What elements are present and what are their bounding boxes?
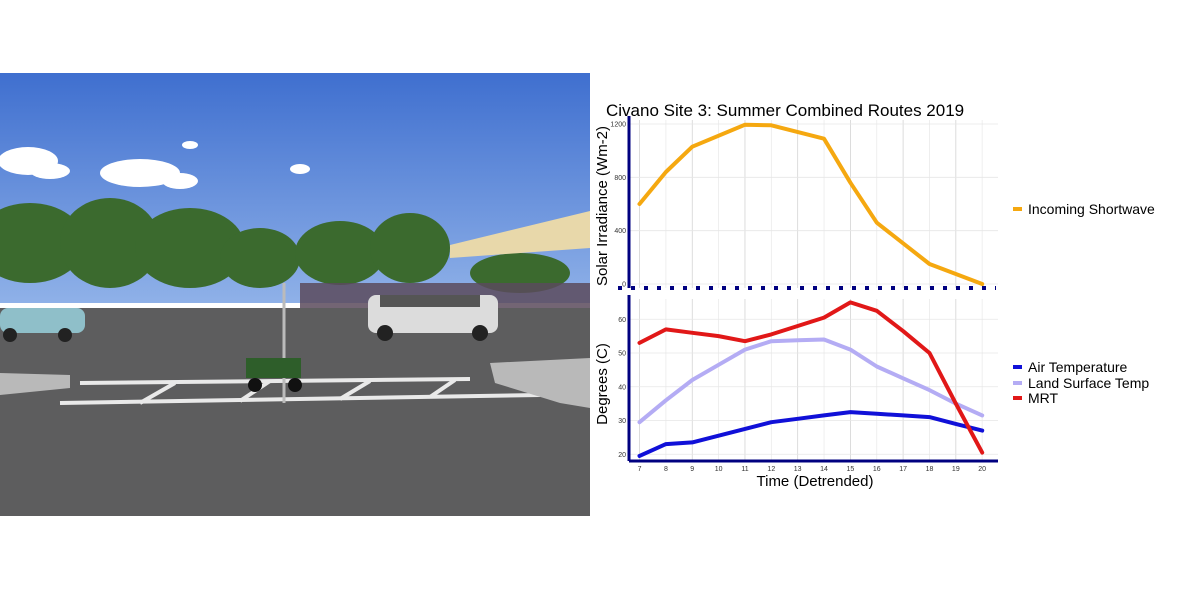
x-tick-label: 7 bbox=[638, 466, 642, 473]
y-tick-label: 20 bbox=[618, 452, 626, 459]
legend-label: Land Surface Temp bbox=[1028, 375, 1149, 391]
y-tick-label: 800 bbox=[614, 175, 626, 182]
y-axis-label-top: Solar Irradiance (Wm-2) bbox=[594, 126, 611, 286]
legend-label: Incoming Shortwave bbox=[1028, 201, 1155, 217]
clouds bbox=[0, 141, 310, 189]
series-line-mrt bbox=[637, 300, 985, 455]
y-tick-label: 50 bbox=[618, 351, 626, 358]
series-line-land-surface-temp bbox=[637, 337, 985, 425]
x-tick-label: 11 bbox=[741, 466, 748, 473]
parking-stripes bbox=[59, 377, 541, 405]
shade-canopy bbox=[450, 211, 590, 258]
x-tick-label: 20 bbox=[978, 466, 986, 473]
x-tick-label: 13 bbox=[794, 466, 802, 473]
y-tick-label: 0 bbox=[622, 282, 626, 289]
panel-top: 0 400 800 1200 bbox=[610, 116, 998, 290]
x-tick-label: 15 bbox=[847, 466, 855, 473]
car-right bbox=[368, 295, 498, 341]
x-axis-label: Time (Detrended) bbox=[757, 473, 874, 490]
x-tick-label: 10 bbox=[715, 466, 723, 473]
legend-label: Air Temperature bbox=[1028, 359, 1128, 375]
car-left bbox=[0, 308, 85, 342]
x-tick-label: 18 bbox=[926, 466, 934, 473]
curb-left bbox=[0, 373, 70, 395]
y-tick-label: 40 bbox=[618, 384, 626, 391]
x-tick-label: 9 bbox=[690, 466, 694, 473]
x-tick-label: 12 bbox=[767, 466, 775, 473]
x-tick-label: 17 bbox=[899, 466, 907, 473]
sensor-cart bbox=[246, 283, 302, 403]
y-tick-label: 1200 bbox=[610, 122, 626, 129]
y-tick-label: 60 bbox=[618, 317, 626, 324]
series-line-incoming-shortwave bbox=[637, 122, 985, 286]
y-axis-label-bottom: Degrees (C) bbox=[594, 343, 611, 425]
x-tick-label: 8 bbox=[664, 466, 668, 473]
x-tick-label: 19 bbox=[952, 466, 960, 473]
site-photo bbox=[0, 73, 590, 516]
x-tick-label: 14 bbox=[820, 466, 828, 473]
chart-title: Civano Site 3: Summer Combined Routes 20… bbox=[606, 101, 964, 120]
y-tick-label: 30 bbox=[618, 418, 626, 425]
ground bbox=[0, 308, 590, 516]
series-line-air-temperature bbox=[637, 410, 985, 458]
legend-label: MRT bbox=[1028, 390, 1059, 406]
y-tick-label: 400 bbox=[614, 228, 626, 235]
panel-bottom: 20 30 40 50 60 7 8 9 10 11 12 13 14 15 16 17 18 19 20 bbox=[618, 295, 998, 473]
x-tick-label: 16 bbox=[873, 466, 881, 473]
curb-right bbox=[490, 358, 590, 408]
